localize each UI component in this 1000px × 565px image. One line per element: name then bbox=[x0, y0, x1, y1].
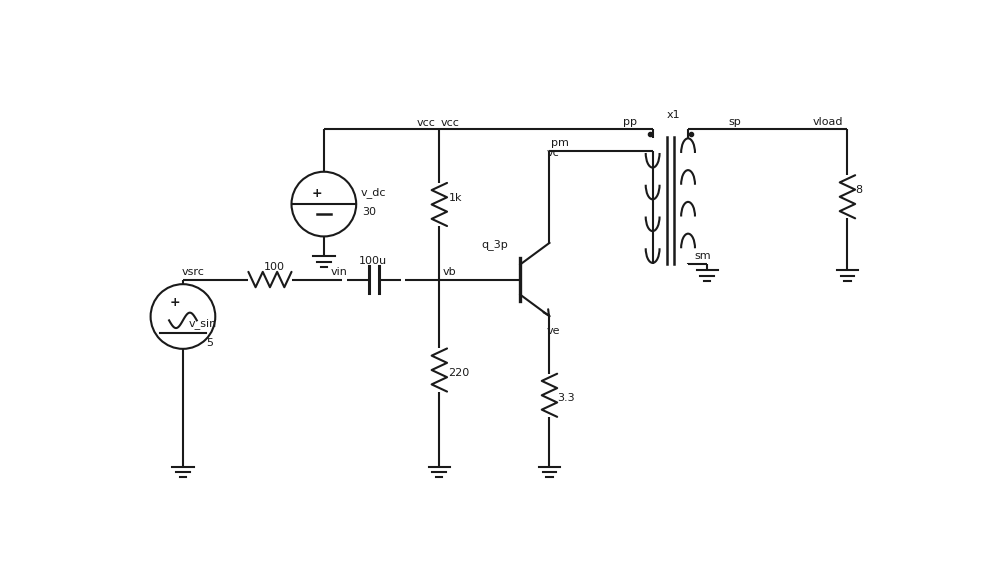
Text: 5: 5 bbox=[206, 338, 213, 348]
Text: +: + bbox=[170, 296, 181, 309]
Text: sp: sp bbox=[728, 117, 741, 127]
Text: vin: vin bbox=[331, 267, 348, 277]
Text: vc: vc bbox=[546, 149, 559, 158]
Text: vb: vb bbox=[442, 267, 456, 277]
Text: x1: x1 bbox=[667, 110, 680, 120]
Text: ve: ve bbox=[546, 326, 560, 336]
Text: q_3p: q_3p bbox=[482, 239, 508, 250]
Text: 1k: 1k bbox=[449, 193, 462, 203]
Text: vload: vload bbox=[813, 117, 843, 127]
Text: 3.3: 3.3 bbox=[557, 393, 575, 403]
Text: 100u: 100u bbox=[359, 256, 387, 266]
Text: pp: pp bbox=[623, 117, 637, 127]
Text: 8: 8 bbox=[855, 185, 862, 195]
Text: v_sin: v_sin bbox=[189, 318, 217, 329]
Text: sm: sm bbox=[694, 251, 711, 261]
Text: 100: 100 bbox=[264, 262, 285, 272]
Text: vsrc: vsrc bbox=[181, 267, 204, 277]
Text: pm: pm bbox=[551, 138, 569, 149]
Text: vcc: vcc bbox=[417, 118, 436, 128]
Text: vcc: vcc bbox=[441, 118, 460, 128]
Text: +: + bbox=[312, 187, 322, 200]
Text: 30: 30 bbox=[362, 207, 376, 217]
Text: 220: 220 bbox=[449, 368, 470, 378]
Text: v_dc: v_dc bbox=[361, 187, 386, 198]
